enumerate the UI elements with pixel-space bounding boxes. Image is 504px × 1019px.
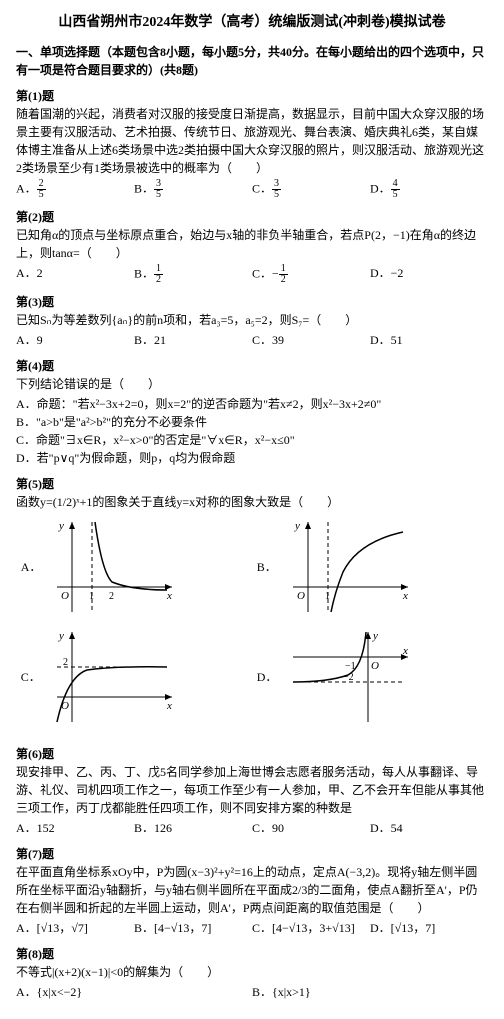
q1-choices: A．25 B．35 C．35 D．45	[16, 179, 488, 200]
q5-label-d: D．	[257, 668, 278, 686]
q2-choice-d: D．−2	[370, 264, 488, 285]
q5-graph-d: D． O x y −2 −1	[257, 627, 484, 727]
q5-graph-a: A． O x y 1 2	[21, 517, 248, 617]
svg-text:y: y	[58, 520, 64, 532]
q3-choice-b: B．21	[134, 331, 252, 349]
q7-choice-c: C．[4−√13，3+√13]	[252, 919, 370, 937]
q1-choice-c: C．35	[252, 179, 370, 200]
q8-head: 第(8)题	[16, 945, 488, 963]
svg-text:x: x	[402, 645, 408, 657]
q3-body: 已知Sₙ为等差数列{aₙ}的前n项和，若a₃=5，a₅=2，则S₇=（ ）	[16, 311, 488, 329]
q5-head: 第(5)题	[16, 475, 488, 493]
q6-head: 第(6)题	[16, 745, 488, 763]
q3-choices: A．9 B．21 C．39 D．51	[16, 331, 488, 349]
q4-body: 下列结论错误的是（ ）	[16, 375, 488, 393]
q6-choice-c: C．90	[252, 819, 370, 837]
q5-graphs: A． O x y 1 2 B． O x y 1	[16, 517, 488, 737]
svg-text:O: O	[297, 590, 305, 602]
q7-choice-d: D．[√13，7]	[370, 919, 488, 937]
q3-choice-d: D．51	[370, 331, 488, 349]
q2-body: 已知角α的顶点与坐标原点重合，始边与x轴的非负半轴重合，若点P(2，−1)在角α…	[16, 226, 488, 262]
q5-label-c: C．	[21, 668, 41, 686]
q8-body: 不等式|(x+2)(x−1)|<0的解集为（ ）	[16, 963, 488, 981]
q1-head: 第(1)题	[16, 87, 488, 105]
section-heading: 一、单项选择题（本题包含8小题，每小题5分，共40分。在每小题给出的四个选项中，…	[16, 43, 488, 79]
svg-text:2: 2	[109, 591, 114, 602]
q7-body: 在平面直角坐标系xOy中，P为圆(x−3)²+y²=16上的动点，定点A(−3,…	[16, 863, 488, 917]
svg-text:y: y	[372, 630, 378, 642]
q4-choice-d: D．若"p∨q"为假命题，则p，q均为假命题	[16, 449, 488, 467]
svg-text:y: y	[58, 630, 64, 642]
q5-graph-c: C． O x y 2	[21, 627, 248, 727]
q6-choices: A．152 B．126 C．90 D．54	[16, 819, 488, 837]
q1-body: 随着国潮的兴起，消费者对汉服的接受度日渐提高，数据显示，目前中国大众穿汉服的场景…	[16, 105, 488, 177]
q4-choices: A．命题："若x²−3x+2=0，则x=2"的逆否命题为"若x≠2，则x²−3x…	[16, 395, 488, 467]
q5-body: 函数y=(1/2)ˣ+1的图象关于直线y=x对称的图象大致是（ ）	[16, 493, 488, 511]
svg-text:O: O	[371, 660, 379, 672]
q2-choice-c: C．−12	[252, 264, 370, 285]
q1-choice-a: A．25	[16, 179, 134, 200]
q6-body: 现安排甲、乙、丙、丁、戊5名同学参加上海世博会志愿者服务活动，每人从事翻译、导游…	[16, 763, 488, 817]
q4-choice-c: C．命题"∃x∈R，x²−x>0"的否定是"∀x∈R，x²−x≤0"	[16, 431, 488, 449]
q8-choice-b: B．{x|x>1}	[252, 983, 488, 1001]
q4-head: 第(4)题	[16, 357, 488, 375]
q4-choice-b: B．"a>b"是"a²>b²"的充分不必要条件	[16, 413, 488, 431]
q4-choice-a: A．命题："若x²−3x+2=0，则x=2"的逆否命题为"若x≠2，则x²−3x…	[16, 395, 488, 413]
q1-choice-b: B．35	[134, 179, 252, 200]
q5-graph-b: B． O x y 1	[257, 517, 484, 617]
q3-choice-c: C．39	[252, 331, 370, 349]
q6-choice-a: A．152	[16, 819, 134, 837]
q5-label-b: B．	[257, 558, 277, 576]
q2-choice-b: B．12	[134, 264, 252, 285]
svg-text:x: x	[166, 590, 172, 602]
q3-head: 第(3)题	[16, 293, 488, 311]
q7-choice-a: A．[√13，√7]	[16, 919, 134, 937]
q2-choice-a: A．2	[16, 264, 134, 285]
svg-text:−2: −2	[343, 672, 354, 683]
svg-text:y: y	[294, 520, 300, 532]
svg-text:x: x	[166, 700, 172, 712]
page-title: 山西省朔州市2024年数学（高考）统编版测试(冲刺卷)模拟试卷	[16, 12, 488, 33]
q6-choice-b: B．126	[134, 819, 252, 837]
svg-text:2: 2	[63, 657, 68, 668]
q3-choice-a: A．9	[16, 331, 134, 349]
q5-label-a: A．	[21, 558, 42, 576]
q2-head: 第(2)题	[16, 208, 488, 226]
q7-choice-b: B．[4−√13，7]	[134, 919, 252, 937]
svg-text:O: O	[61, 590, 69, 602]
svg-text:1: 1	[89, 591, 94, 602]
q7-head: 第(7)题	[16, 845, 488, 863]
q6-choice-d: D．54	[370, 819, 488, 837]
q7-choices: A．[√13，√7] B．[4−√13，7] C．[4−√13，3+√13] D…	[16, 919, 488, 937]
q2-choices: A．2 B．12 C．−12 D．−2	[16, 264, 488, 285]
q8-choices: A．{x|x<−2} B．{x|x>1}	[16, 983, 488, 1001]
svg-text:x: x	[402, 590, 408, 602]
svg-text:1: 1	[325, 591, 330, 602]
q1-choice-d: D．45	[370, 179, 488, 200]
q8-choice-a: A．{x|x<−2}	[16, 983, 252, 1001]
